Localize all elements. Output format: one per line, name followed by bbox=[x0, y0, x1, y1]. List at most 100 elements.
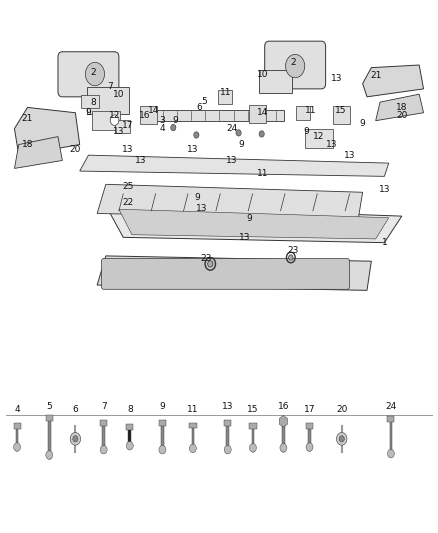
Polygon shape bbox=[14, 136, 62, 168]
Text: 20: 20 bbox=[336, 406, 347, 415]
FancyBboxPatch shape bbox=[265, 41, 325, 89]
Circle shape bbox=[126, 441, 133, 450]
FancyBboxPatch shape bbox=[116, 119, 130, 133]
Bar bbox=[48, 419, 50, 459]
FancyBboxPatch shape bbox=[297, 107, 311, 120]
Circle shape bbox=[110, 115, 119, 125]
Bar bbox=[388, 416, 394, 422]
Circle shape bbox=[224, 446, 231, 454]
Circle shape bbox=[85, 62, 105, 86]
Bar bbox=[282, 426, 285, 451]
Polygon shape bbox=[119, 209, 389, 239]
Text: 21: 21 bbox=[370, 71, 381, 80]
Text: 13: 13 bbox=[196, 204, 207, 213]
Text: 13: 13 bbox=[239, 233, 251, 242]
Circle shape bbox=[388, 449, 394, 458]
Circle shape bbox=[208, 261, 213, 267]
Text: 5: 5 bbox=[46, 402, 52, 411]
Circle shape bbox=[73, 435, 78, 442]
Text: 24: 24 bbox=[226, 124, 238, 133]
Circle shape bbox=[189, 444, 196, 453]
Text: 21: 21 bbox=[22, 114, 33, 123]
Text: 18: 18 bbox=[396, 103, 407, 112]
FancyBboxPatch shape bbox=[249, 105, 265, 123]
Circle shape bbox=[171, 124, 176, 131]
Text: 20: 20 bbox=[396, 111, 407, 120]
Text: 13: 13 bbox=[331, 74, 342, 83]
Circle shape bbox=[306, 443, 313, 451]
Bar bbox=[100, 420, 107, 426]
FancyBboxPatch shape bbox=[58, 52, 119, 97]
FancyBboxPatch shape bbox=[333, 107, 350, 124]
Bar bbox=[159, 420, 166, 426]
Text: 6: 6 bbox=[197, 103, 202, 112]
Text: 13: 13 bbox=[326, 140, 338, 149]
Text: 25: 25 bbox=[122, 182, 133, 191]
FancyBboxPatch shape bbox=[102, 259, 350, 289]
Text: 13: 13 bbox=[113, 127, 125, 136]
Text: 11: 11 bbox=[220, 88, 231, 97]
Text: 3: 3 bbox=[159, 116, 165, 125]
Text: 9: 9 bbox=[173, 116, 178, 125]
Circle shape bbox=[259, 131, 264, 137]
Text: 13: 13 bbox=[344, 151, 355, 160]
Polygon shape bbox=[97, 256, 371, 290]
Bar bbox=[191, 425, 194, 452]
Bar bbox=[188, 423, 197, 428]
Bar bbox=[390, 420, 392, 457]
Text: 16: 16 bbox=[278, 402, 289, 411]
Circle shape bbox=[194, 132, 199, 138]
Text: 24: 24 bbox=[385, 402, 396, 411]
Text: 22: 22 bbox=[122, 198, 133, 207]
Text: 6: 6 bbox=[73, 406, 78, 415]
Circle shape bbox=[236, 130, 241, 136]
FancyBboxPatch shape bbox=[92, 111, 120, 130]
Text: 23: 23 bbox=[200, 254, 212, 263]
Bar bbox=[249, 423, 257, 429]
Circle shape bbox=[14, 443, 21, 451]
Polygon shape bbox=[97, 184, 363, 219]
Text: 13: 13 bbox=[122, 146, 133, 155]
Bar bbox=[46, 415, 53, 421]
Polygon shape bbox=[363, 65, 424, 97]
FancyBboxPatch shape bbox=[259, 70, 292, 93]
Bar bbox=[102, 424, 105, 454]
Text: 9: 9 bbox=[247, 214, 252, 223]
Bar bbox=[308, 427, 311, 451]
Text: 7: 7 bbox=[101, 402, 106, 411]
FancyBboxPatch shape bbox=[87, 87, 129, 114]
Text: 10: 10 bbox=[257, 70, 268, 79]
Text: 11: 11 bbox=[305, 106, 316, 115]
Text: 5: 5 bbox=[201, 96, 207, 106]
Text: 2: 2 bbox=[290, 58, 296, 67]
Polygon shape bbox=[145, 110, 284, 120]
Text: 8: 8 bbox=[127, 406, 133, 415]
Text: 9: 9 bbox=[85, 108, 91, 117]
FancyBboxPatch shape bbox=[81, 95, 99, 109]
Text: 1: 1 bbox=[381, 238, 387, 247]
Polygon shape bbox=[80, 155, 389, 176]
Circle shape bbox=[280, 443, 287, 452]
Text: 17: 17 bbox=[122, 122, 133, 131]
Text: 14: 14 bbox=[257, 108, 268, 117]
Bar bbox=[161, 424, 164, 454]
FancyBboxPatch shape bbox=[218, 91, 232, 104]
Circle shape bbox=[289, 255, 293, 260]
Circle shape bbox=[286, 54, 305, 78]
Polygon shape bbox=[106, 206, 402, 243]
Text: 9: 9 bbox=[360, 119, 365, 128]
Text: 4: 4 bbox=[159, 124, 165, 133]
Text: 17: 17 bbox=[304, 406, 315, 415]
Polygon shape bbox=[279, 416, 288, 427]
Bar bbox=[226, 424, 229, 454]
Circle shape bbox=[339, 435, 344, 442]
Text: 4: 4 bbox=[14, 406, 20, 415]
Text: 12: 12 bbox=[314, 132, 325, 141]
Text: 16: 16 bbox=[139, 111, 151, 120]
Text: 15: 15 bbox=[247, 406, 259, 415]
Text: 2: 2 bbox=[90, 68, 95, 77]
Circle shape bbox=[336, 432, 347, 445]
Bar bbox=[306, 423, 313, 429]
Bar bbox=[252, 426, 254, 451]
Text: 8: 8 bbox=[90, 98, 95, 107]
